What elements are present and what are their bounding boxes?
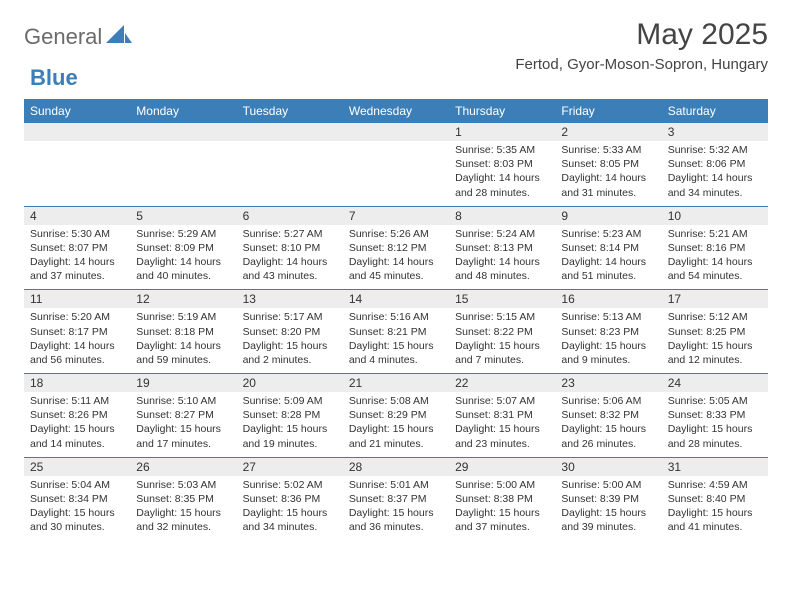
day-body-cell: Sunrise: 5:35 AMSunset: 8:03 PMDaylight:… <box>449 141 555 206</box>
week-body-row: Sunrise: 5:30 AMSunset: 8:07 PMDaylight:… <box>24 225 768 290</box>
day-body-cell: Sunrise: 5:07 AMSunset: 8:31 PMDaylight:… <box>449 392 555 457</box>
day-body-cell: Sunrise: 5:01 AMSunset: 8:37 PMDaylight:… <box>343 476 449 541</box>
day-number-cell: 5 <box>130 206 236 225</box>
week-number-row: 123 <box>24 123 768 141</box>
day-number-cell: 25 <box>24 457 130 476</box>
day-number-cell: 16 <box>555 290 661 309</box>
day-number-cell: 7 <box>343 206 449 225</box>
month-title: May 2025 <box>515 18 768 52</box>
day-number-cell: 10 <box>662 206 768 225</box>
day-number-cell: 29 <box>449 457 555 476</box>
day-number-cell: 18 <box>24 374 130 393</box>
day-header-row: Sunday Monday Tuesday Wednesday Thursday… <box>24 99 768 123</box>
day-body-cell: Sunrise: 4:59 AMSunset: 8:40 PMDaylight:… <box>662 476 768 541</box>
week-number-row: 11121314151617 <box>24 290 768 309</box>
day-body-cell: Sunrise: 5:15 AMSunset: 8:22 PMDaylight:… <box>449 308 555 373</box>
day-body-cell <box>343 141 449 206</box>
day-header: Wednesday <box>343 99 449 123</box>
day-body-cell: Sunrise: 5:03 AMSunset: 8:35 PMDaylight:… <box>130 476 236 541</box>
day-number-cell: 3 <box>662 123 768 141</box>
day-number-cell: 17 <box>662 290 768 309</box>
calendar-page: General May 2025 Fertod, Gyor-Moson-Sopr… <box>0 0 792 558</box>
logo-sail-icon <box>106 25 132 50</box>
day-body-cell: Sunrise: 5:32 AMSunset: 8:06 PMDaylight:… <box>662 141 768 206</box>
week-number-row: 18192021222324 <box>24 374 768 393</box>
day-body-cell: Sunrise: 5:24 AMSunset: 8:13 PMDaylight:… <box>449 225 555 290</box>
day-body-cell: Sunrise: 5:02 AMSunset: 8:36 PMDaylight:… <box>237 476 343 541</box>
day-body-cell: Sunrise: 5:19 AMSunset: 8:18 PMDaylight:… <box>130 308 236 373</box>
day-header: Saturday <box>662 99 768 123</box>
week-number-row: 45678910 <box>24 206 768 225</box>
day-body-cell: Sunrise: 5:21 AMSunset: 8:16 PMDaylight:… <box>662 225 768 290</box>
day-body-cell: Sunrise: 5:29 AMSunset: 8:09 PMDaylight:… <box>130 225 236 290</box>
day-number-cell <box>24 123 130 141</box>
calendar-body: 123Sunrise: 5:35 AMSunset: 8:03 PMDaylig… <box>24 123 768 540</box>
day-body-cell: Sunrise: 5:13 AMSunset: 8:23 PMDaylight:… <box>555 308 661 373</box>
week-body-row: Sunrise: 5:35 AMSunset: 8:03 PMDaylight:… <box>24 141 768 206</box>
day-number-cell: 2 <box>555 123 661 141</box>
day-body-cell: Sunrise: 5:23 AMSunset: 8:14 PMDaylight:… <box>555 225 661 290</box>
day-body-cell: Sunrise: 5:10 AMSunset: 8:27 PMDaylight:… <box>130 392 236 457</box>
day-body-cell: Sunrise: 5:30 AMSunset: 8:07 PMDaylight:… <box>24 225 130 290</box>
day-body-cell <box>24 141 130 206</box>
day-body-cell <box>237 141 343 206</box>
brand-logo: General <box>24 24 134 50</box>
day-number-cell: 28 <box>343 457 449 476</box>
brand-part2: Blue <box>30 65 78 91</box>
day-number-cell: 1 <box>449 123 555 141</box>
title-block: May 2025 Fertod, Gyor-Moson-Sopron, Hung… <box>515 18 768 79</box>
week-number-row: 25262728293031 <box>24 457 768 476</box>
day-body-cell: Sunrise: 5:08 AMSunset: 8:29 PMDaylight:… <box>343 392 449 457</box>
day-header: Friday <box>555 99 661 123</box>
day-number-cell: 12 <box>130 290 236 309</box>
day-body-cell: Sunrise: 5:17 AMSunset: 8:20 PMDaylight:… <box>237 308 343 373</box>
day-number-cell: 13 <box>237 290 343 309</box>
day-header: Sunday <box>24 99 130 123</box>
day-body-cell: Sunrise: 5:00 AMSunset: 8:39 PMDaylight:… <box>555 476 661 541</box>
day-number-cell <box>343 123 449 141</box>
day-number-cell: 30 <box>555 457 661 476</box>
day-body-cell: Sunrise: 5:26 AMSunset: 8:12 PMDaylight:… <box>343 225 449 290</box>
day-body-cell: Sunrise: 5:20 AMSunset: 8:17 PMDaylight:… <box>24 308 130 373</box>
day-number-cell: 26 <box>130 457 236 476</box>
day-header: Tuesday <box>237 99 343 123</box>
day-number-cell: 20 <box>237 374 343 393</box>
day-number-cell <box>130 123 236 141</box>
day-body-cell: Sunrise: 5:06 AMSunset: 8:32 PMDaylight:… <box>555 392 661 457</box>
day-number-cell: 6 <box>237 206 343 225</box>
brand-part1: General <box>24 24 102 50</box>
day-body-cell: Sunrise: 5:09 AMSunset: 8:28 PMDaylight:… <box>237 392 343 457</box>
day-number-cell: 11 <box>24 290 130 309</box>
day-number-cell: 9 <box>555 206 661 225</box>
day-number-cell: 14 <box>343 290 449 309</box>
day-number-cell: 21 <box>343 374 449 393</box>
day-body-cell: Sunrise: 5:27 AMSunset: 8:10 PMDaylight:… <box>237 225 343 290</box>
day-body-cell: Sunrise: 5:00 AMSunset: 8:38 PMDaylight:… <box>449 476 555 541</box>
day-body-cell: Sunrise: 5:04 AMSunset: 8:34 PMDaylight:… <box>24 476 130 541</box>
day-body-cell: Sunrise: 5:16 AMSunset: 8:21 PMDaylight:… <box>343 308 449 373</box>
day-number-cell: 24 <box>662 374 768 393</box>
week-body-row: Sunrise: 5:11 AMSunset: 8:26 PMDaylight:… <box>24 392 768 457</box>
week-body-row: Sunrise: 5:04 AMSunset: 8:34 PMDaylight:… <box>24 476 768 541</box>
day-number-cell: 22 <box>449 374 555 393</box>
day-number-cell: 8 <box>449 206 555 225</box>
location-text: Fertod, Gyor-Moson-Sopron, Hungary <box>515 56 768 73</box>
day-number-cell <box>237 123 343 141</box>
day-body-cell: Sunrise: 5:12 AMSunset: 8:25 PMDaylight:… <box>662 308 768 373</box>
day-number-cell: 4 <box>24 206 130 225</box>
week-body-row: Sunrise: 5:20 AMSunset: 8:17 PMDaylight:… <box>24 308 768 373</box>
day-body-cell: Sunrise: 5:11 AMSunset: 8:26 PMDaylight:… <box>24 392 130 457</box>
day-body-cell: Sunrise: 5:33 AMSunset: 8:05 PMDaylight:… <box>555 141 661 206</box>
day-body-cell: Sunrise: 5:05 AMSunset: 8:33 PMDaylight:… <box>662 392 768 457</box>
day-number-cell: 23 <box>555 374 661 393</box>
day-number-cell: 31 <box>662 457 768 476</box>
calendar-table: Sunday Monday Tuesday Wednesday Thursday… <box>24 99 768 540</box>
day-header: Thursday <box>449 99 555 123</box>
day-body-cell <box>130 141 236 206</box>
day-number-cell: 27 <box>237 457 343 476</box>
day-number-cell: 15 <box>449 290 555 309</box>
day-number-cell: 19 <box>130 374 236 393</box>
day-header: Monday <box>130 99 236 123</box>
